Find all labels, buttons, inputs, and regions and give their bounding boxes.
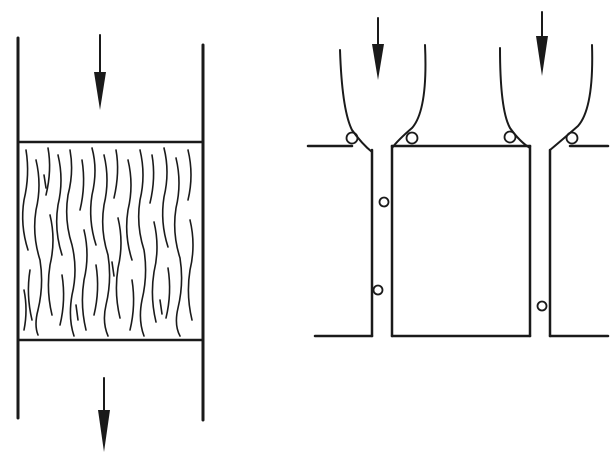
- funnel-right-inner: [549, 44, 594, 151]
- funnel-left-outer: [339, 49, 373, 153]
- funnel-right-outer: [499, 47, 531, 149]
- bubble: [372, 284, 384, 296]
- right-panel: [306, 11, 610, 338]
- bubble: [378, 196, 390, 208]
- flow-arrow-right-icon: [536, 11, 548, 76]
- bubble: [503, 130, 517, 144]
- flow-arrow-left-icon: [372, 17, 384, 80]
- outflow-arrow-icon: [98, 377, 110, 452]
- bubble: [536, 300, 548, 312]
- bubble: [565, 131, 579, 145]
- fiber-strands: [21, 147, 194, 337]
- inflow-arrow-icon: [94, 34, 106, 110]
- bubbles: [345, 130, 579, 312]
- fiber-bed-box: [16, 140, 205, 342]
- left-panel: [16, 34, 205, 452]
- funnel-left-inner: [391, 44, 427, 149]
- bubble: [345, 131, 359, 145]
- bubble: [405, 131, 419, 145]
